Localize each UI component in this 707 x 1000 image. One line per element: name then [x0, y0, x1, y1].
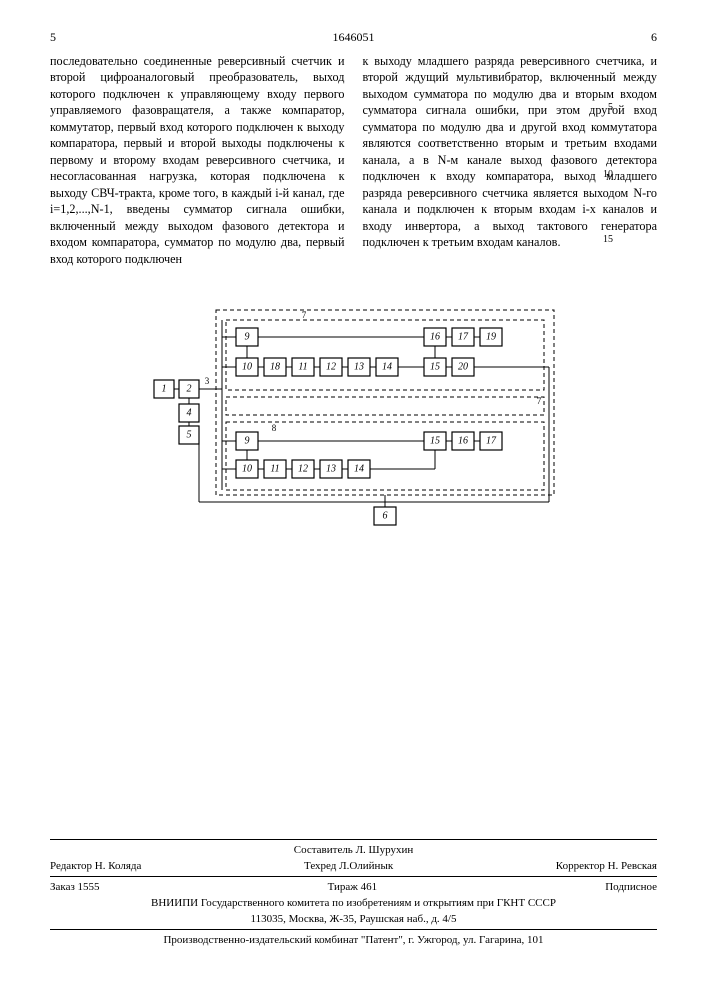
box-b11: 11 — [270, 463, 279, 474]
line-marker-10: 10 — [603, 168, 613, 182]
diagram-container: 1 2 4 5 3 7 9 16 — [50, 292, 657, 542]
box-1: 1 — [161, 383, 166, 394]
channel-label-7b: 7 — [536, 396, 541, 406]
box-t12: 12 — [326, 361, 336, 372]
box-t9: 9 — [244, 331, 249, 342]
footer: Составитель Л. Шурухин Редактор Н. Коляд… — [50, 835, 657, 950]
box-t18: 18 — [270, 361, 280, 372]
channel-label-7a: 7 — [301, 310, 306, 320]
box-t17: 19 — [486, 331, 496, 342]
footer-compiler: Составитель Л. Шурухин — [50, 844, 657, 856]
page-number-right: 6 — [651, 30, 657, 45]
box-2: 2 — [186, 383, 191, 394]
footer-podpisnoe: Подписное — [605, 881, 657, 893]
footer-tirazh: Тираж 461 — [328, 881, 378, 893]
box-b14: 14 — [354, 463, 364, 474]
box-b13: 13 — [326, 463, 336, 474]
right-column: к выходу младшего разряда реверсивного с… — [363, 53, 658, 267]
block-diagram: 1 2 4 5 3 7 9 16 — [144, 292, 564, 542]
doc-number: 1646051 — [333, 30, 375, 45]
label-3: 3 — [204, 376, 209, 386]
right-column-text: к выходу младшего разряда реверсивного с… — [363, 54, 658, 249]
box-4: 4 — [186, 407, 191, 418]
box-6: 6 — [382, 510, 387, 521]
box-t20: 20 — [458, 361, 468, 372]
footer-techred: Техред Л.Олийнык — [304, 860, 393, 872]
box-b12: 12 — [298, 463, 308, 474]
footer-org3: Производственно-издательский комбинат "П… — [50, 934, 657, 946]
footer-corrector: Корректор Н. Ревская — [556, 860, 657, 872]
box-t11: 11 — [298, 361, 307, 372]
footer-order: Заказ 1555 — [50, 881, 100, 893]
box-t15: 16 — [430, 331, 440, 342]
page: 5 1646051 6 последовательно соединенные … — [0, 0, 707, 562]
page-header: 5 1646051 6 — [50, 30, 657, 45]
box-t13: 13 — [354, 361, 364, 372]
channel-label-8: 8 — [271, 423, 276, 433]
box-b10: 10 — [242, 463, 252, 474]
footer-org1: ВНИИПИ Государственного комитета по изоб… — [50, 897, 657, 909]
box-t19: 15 — [430, 361, 440, 372]
box-5: 5 — [186, 429, 191, 440]
box-t10: 10 — [242, 361, 252, 372]
page-number-left: 5 — [50, 30, 56, 45]
text-columns: последовательно соединенные реверсивный … — [50, 53, 657, 267]
box-b9: 9 — [244, 435, 249, 446]
box-t14: 14 — [382, 361, 392, 372]
box-b15: 15 — [430, 435, 440, 446]
line-marker-5: 5 — [608, 101, 613, 115]
box-b16: 16 — [458, 435, 468, 446]
footer-org2: 113035, Москва, Ж-35, Раушская наб., д. … — [50, 913, 657, 925]
line-marker-15: 15 — [603, 233, 613, 247]
box-b17: 17 — [486, 435, 497, 446]
left-column: последовательно соединенные реверсивный … — [50, 53, 345, 267]
footer-editor: Редактор Н. Коляда — [50, 860, 141, 872]
box-t16: 17 — [458, 331, 469, 342]
